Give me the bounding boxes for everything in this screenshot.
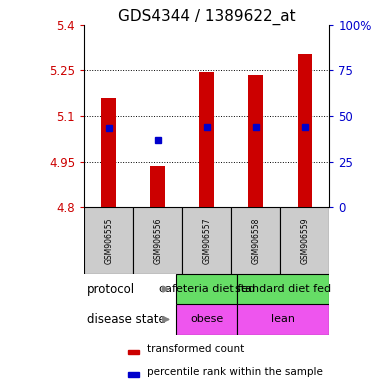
Bar xyxy=(151,166,165,207)
Bar xyxy=(133,207,182,274)
Bar xyxy=(237,274,329,304)
Bar xyxy=(298,54,312,207)
Text: protocol: protocol xyxy=(87,283,136,296)
Bar xyxy=(249,75,263,207)
Bar xyxy=(200,72,214,207)
Text: percentile rank within the sample: percentile rank within the sample xyxy=(147,367,322,377)
Text: obese: obese xyxy=(190,314,223,324)
Text: GSM906559: GSM906559 xyxy=(300,217,309,264)
Text: GSM906555: GSM906555 xyxy=(104,217,113,264)
Text: disease state: disease state xyxy=(87,313,166,326)
Bar xyxy=(182,207,231,274)
Bar xyxy=(101,98,116,207)
Text: GSM906556: GSM906556 xyxy=(153,217,162,264)
Bar xyxy=(231,207,280,274)
Bar xyxy=(128,350,139,354)
Bar xyxy=(84,207,133,274)
Bar xyxy=(280,207,329,274)
Title: GDS4344 / 1389622_at: GDS4344 / 1389622_at xyxy=(118,9,296,25)
Bar xyxy=(237,304,329,334)
Text: transformed count: transformed count xyxy=(147,344,244,354)
Bar xyxy=(176,274,237,304)
Text: cafeteria diet fed: cafeteria diet fed xyxy=(159,284,255,294)
Text: lean: lean xyxy=(272,314,295,324)
Text: GSM906558: GSM906558 xyxy=(251,217,260,264)
Text: standard diet fed: standard diet fed xyxy=(236,284,331,294)
Text: GSM906557: GSM906557 xyxy=(202,217,211,264)
Bar xyxy=(176,304,237,334)
Bar xyxy=(128,372,139,377)
